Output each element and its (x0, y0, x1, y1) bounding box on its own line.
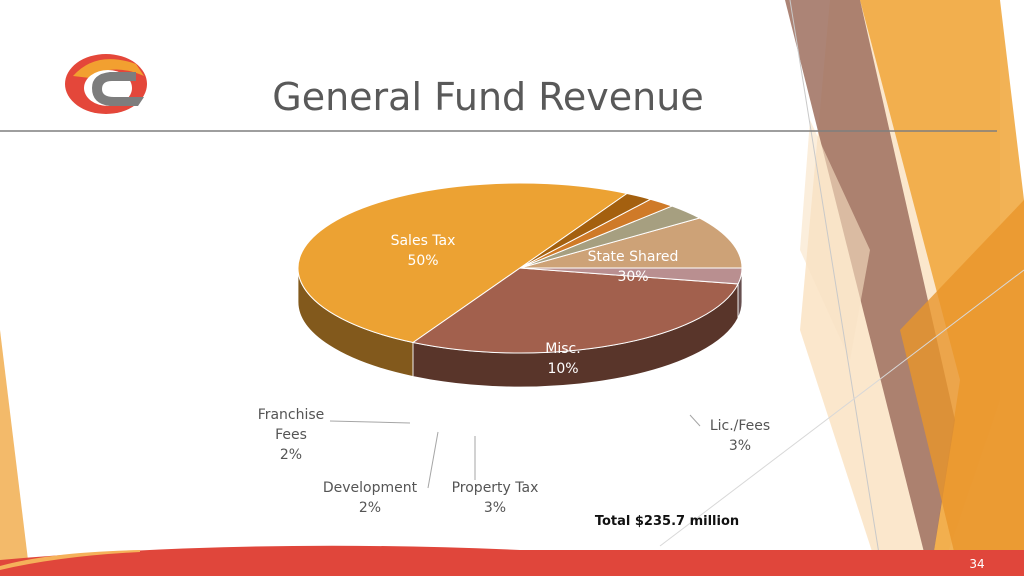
data-label-line: 30% (617, 269, 648, 285)
deco-shape-brown (785, 0, 955, 576)
data-label-line: 50% (407, 253, 438, 269)
deco-line-2 (659, 269, 1024, 547)
total-note: Total $235.7 million (595, 514, 739, 529)
data-label-line: 3% (729, 438, 751, 454)
data-label-line: State Shared (588, 249, 679, 265)
pie-slice-sales-tax (297, 182, 629, 344)
logo (65, 54, 147, 114)
leader-line-development (427, 431, 439, 489)
data-label-line: 2% (280, 447, 302, 463)
page-number: 34 (969, 557, 984, 571)
data-label-line: 2% (359, 500, 381, 516)
data-label-line: Sales Tax (391, 233, 456, 249)
deco-shape-light (800, 120, 870, 360)
data-label-line: Property Tax (452, 480, 539, 496)
footer-bar (0, 545, 1024, 576)
footer-accent (0, 550, 140, 570)
revenue-pie-chart: Sales Tax 50% State Shared 30% Lic./Fees 3% Mi… (258, 182, 770, 516)
deco-line-1 (789, 0, 881, 561)
logo-g-letter (92, 72, 144, 106)
pie-slice-franchise-fees (519, 192, 652, 269)
pie-slice-misc- (519, 217, 743, 269)
left-accent-shape (0, 330, 28, 576)
data-label-line: Development (323, 480, 418, 496)
data-label-sales-tax: Sales Tax 50% (391, 233, 456, 269)
data-label-lic-fees: Lic./Fees 3% (710, 418, 770, 454)
data-label-line: Fees (275, 427, 307, 443)
slide-title: General Fund Revenue (272, 75, 703, 119)
data-label-state-shared: State Shared 30% (588, 249, 679, 285)
data-label-development: Development 2% (323, 480, 418, 516)
data-label-line: Misc. (545, 341, 580, 357)
data-label-line: Franchise (258, 407, 325, 423)
data-label-property-tax: Property Tax 3% (452, 480, 539, 516)
leader-line-franchise-fees (329, 420, 411, 424)
data-label-line: 10% (547, 361, 578, 377)
data-label-line: Lic./Fees (710, 418, 770, 434)
logo-orange-swoosh (73, 59, 144, 78)
data-label-franchise-fees: Franchise Fees 2% (258, 407, 325, 463)
pie-slice-state-shared (411, 267, 739, 354)
leader-line-lic-fees (689, 414, 701, 427)
data-label-misc-: Misc. 10% (545, 341, 580, 377)
data-label-line: 3% (484, 500, 506, 516)
pie-top-layer (297, 182, 743, 354)
